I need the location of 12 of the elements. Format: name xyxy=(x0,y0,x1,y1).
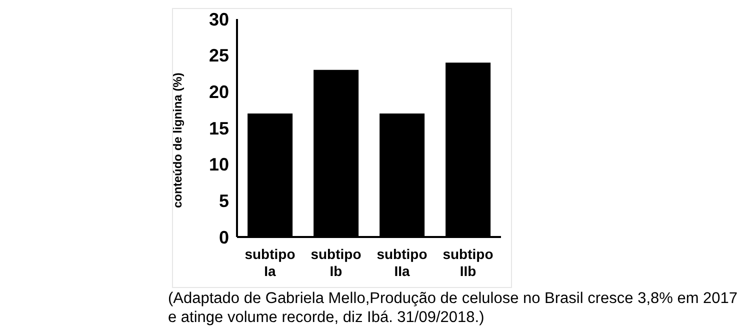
x-tick-label: subtipo Ib xyxy=(310,246,362,279)
x-tick-label: subtipo IIa xyxy=(376,246,428,279)
y-tick-label: 5 xyxy=(218,191,229,212)
x-tick-label: subtipo Ia xyxy=(244,246,296,279)
y-tick-label: 10 xyxy=(208,154,229,175)
y-tick-label: 15 xyxy=(208,118,229,138)
y-tick-label: 0 xyxy=(218,227,229,248)
y-tick-label: 20 xyxy=(208,82,229,102)
y-tick-label: 25 xyxy=(208,46,229,66)
y-tick-label: 30 xyxy=(208,9,229,30)
x-tick-label: subtipo IIb xyxy=(442,246,494,279)
text: (Adaptado de Gabriela Mello,Produção de celulose no Brasil cresce 3,8% em 2017 e atinge volume recorde, diz Ibá. 31/09/2018.) xyxy=(168,289,739,327)
